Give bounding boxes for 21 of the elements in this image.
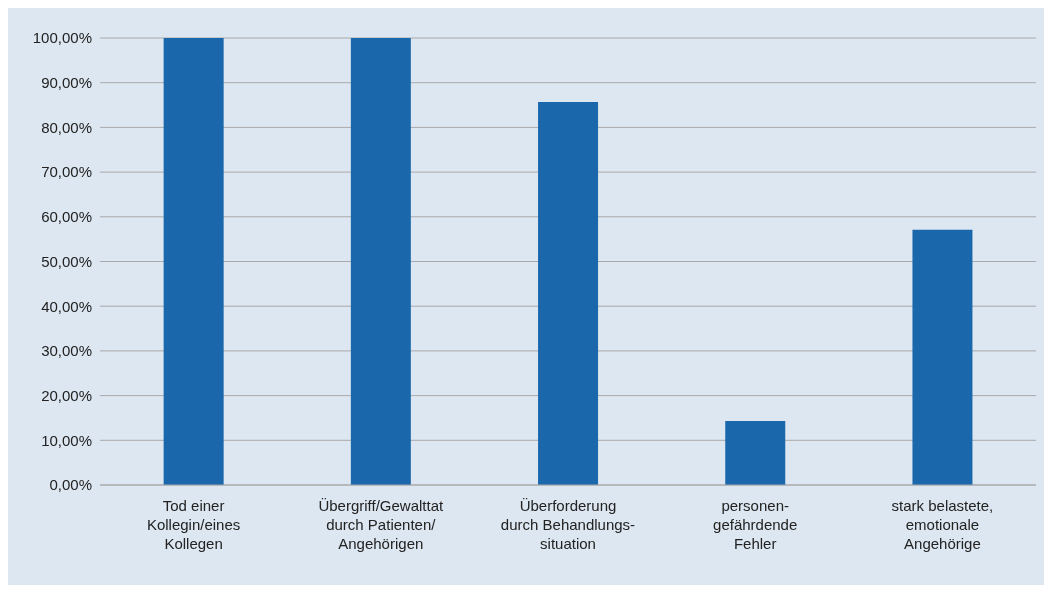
bar	[725, 421, 786, 485]
x-tick-label: stark belastete, emotionale Angehörige	[891, 497, 994, 552]
bar	[350, 38, 411, 485]
y-tick-label: 0,00%	[49, 476, 92, 494]
y-tick-label: 40,00%	[41, 297, 92, 315]
y-tick-label: 70,00%	[41, 163, 92, 181]
y-tick-label: 90,00%	[41, 74, 92, 92]
bar	[163, 38, 224, 485]
y-tick-label: 30,00%	[41, 342, 92, 360]
bar	[912, 229, 973, 485]
y-tick-label: 20,00%	[41, 386, 92, 404]
x-tick-label: Überforderung durch Behandlungs- situation	[500, 497, 636, 552]
y-tick-label: 100,00%	[32, 29, 92, 47]
y-tick-label: 80,00%	[41, 118, 92, 136]
y-tick-label: 60,00%	[41, 208, 92, 226]
x-tick-label: Tod einer Kollegin/eines Kollegen	[146, 497, 241, 552]
x-tick-label: personen- gefährdende Fehler	[713, 497, 798, 552]
bar	[538, 101, 599, 485]
y-tick-label: 10,00%	[41, 431, 92, 449]
x-tick-label: Übergriff/Gewalttat durch Patienten/ Angehörigen	[318, 497, 445, 552]
y-tick-label: 50,00%	[41, 252, 92, 270]
